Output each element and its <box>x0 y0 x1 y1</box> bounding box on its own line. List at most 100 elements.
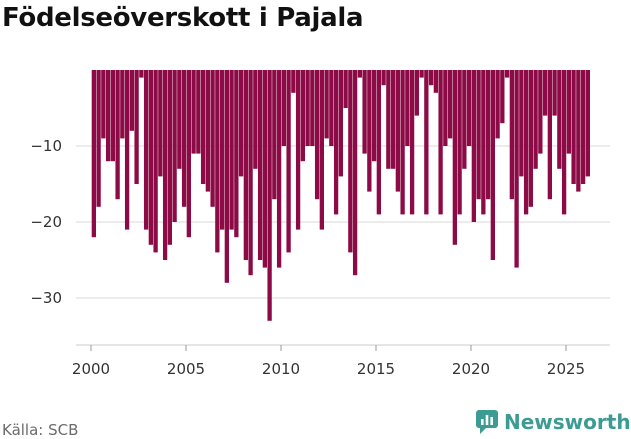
x-axis-ticks: 2000 2005 2010 2015 2020 2025 <box>72 345 585 378</box>
bar <box>215 70 220 253</box>
bar <box>234 70 239 238</box>
bar <box>566 70 571 154</box>
bar <box>457 70 462 215</box>
chart-title: Födelseöverskott i Pajala <box>2 3 364 33</box>
bar <box>390 70 396 169</box>
bar <box>148 70 153 245</box>
bar <box>376 70 381 215</box>
bar <box>224 70 229 283</box>
bar <box>257 70 263 260</box>
newsworthy-logo-icon <box>476 410 498 434</box>
bar <box>462 70 467 169</box>
bar <box>324 70 329 139</box>
bar <box>191 70 196 154</box>
bar <box>158 70 163 177</box>
y-tick-label: −10 <box>30 137 62 155</box>
bar <box>443 70 448 146</box>
bar <box>196 70 201 154</box>
bar <box>295 70 301 230</box>
x-tick-label: 2020 <box>452 360 490 378</box>
bar <box>547 70 552 200</box>
bar <box>333 70 339 215</box>
bar <box>352 70 358 276</box>
x-tick-label: 2015 <box>357 360 395 378</box>
newsworthy-logo: Newsworthy <box>476 408 631 436</box>
bar <box>267 70 272 321</box>
bar <box>91 70 96 238</box>
bar <box>371 70 377 162</box>
bar <box>395 70 400 192</box>
bar <box>329 70 334 146</box>
bar <box>580 70 586 184</box>
bar <box>262 70 267 268</box>
bar <box>348 70 353 253</box>
bar <box>172 70 177 222</box>
bar <box>120 70 125 139</box>
bar <box>533 70 538 169</box>
bar <box>400 70 405 215</box>
bar <box>243 70 248 260</box>
bar <box>552 70 557 116</box>
bar <box>134 70 139 184</box>
bar <box>519 70 524 177</box>
bar <box>343 70 348 108</box>
bar <box>424 70 429 215</box>
bar <box>438 70 443 215</box>
bar <box>405 70 410 146</box>
bar <box>447 70 453 139</box>
bar <box>471 70 476 222</box>
bar <box>367 70 372 192</box>
bar <box>310 70 315 146</box>
bar <box>561 70 567 215</box>
bar <box>409 70 415 215</box>
bars <box>91 70 590 321</box>
bar <box>248 70 253 276</box>
bar <box>523 70 529 215</box>
bar <box>433 70 438 93</box>
bar <box>557 70 562 169</box>
bar <box>110 70 115 162</box>
bar <box>139 70 144 78</box>
bar <box>338 70 343 177</box>
bar <box>291 70 296 93</box>
bar <box>200 70 206 184</box>
bar <box>485 70 491 200</box>
bar <box>542 70 548 116</box>
bar <box>272 70 277 200</box>
x-tick-label: 2025 <box>547 360 585 378</box>
bar <box>186 70 191 238</box>
bar <box>419 70 424 78</box>
bar <box>381 70 386 86</box>
bar <box>452 70 457 245</box>
bar <box>153 70 158 253</box>
bar <box>538 70 543 154</box>
bar <box>504 70 510 78</box>
bar <box>162 70 168 260</box>
bar <box>386 70 391 169</box>
bar <box>210 70 215 207</box>
bar <box>571 70 576 184</box>
bar <box>476 70 481 200</box>
bar <box>585 70 590 177</box>
bar-chart: −10 −20 −30 2000 2005 2010 2015 2020 2025 <box>30 70 610 378</box>
y-tick-label: −30 <box>30 289 62 307</box>
bar <box>319 70 324 230</box>
bar <box>115 70 120 200</box>
bar <box>276 70 282 268</box>
bar <box>124 70 130 230</box>
bar <box>490 70 495 260</box>
x-tick-label: 2005 <box>167 360 205 378</box>
bar <box>305 70 310 146</box>
bar <box>495 70 500 139</box>
bar <box>514 70 519 268</box>
bar <box>229 70 234 230</box>
bar <box>219 70 225 230</box>
bar <box>414 70 419 116</box>
bar <box>314 70 320 200</box>
y-tick-label: −20 <box>30 213 62 231</box>
source-note: Källa: SCB <box>2 421 79 439</box>
x-tick-label: 2010 <box>262 360 300 378</box>
bar <box>177 70 182 169</box>
bar <box>96 70 101 207</box>
bar <box>576 70 581 192</box>
